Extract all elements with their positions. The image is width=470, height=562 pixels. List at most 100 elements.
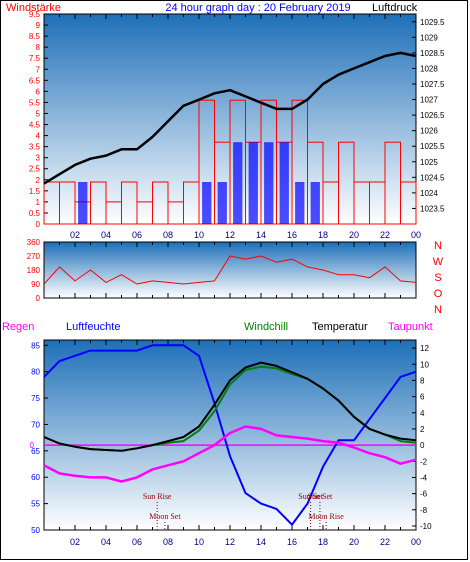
x-tick-label: 00 [411,537,421,547]
y-tick-label-right: -6 [420,490,428,499]
x-tick-label: 14 [256,230,266,240]
x-tick-label: 08 [163,230,173,240]
y-tick-label-left: 50 [31,526,40,535]
wind-max-bar [279,142,289,224]
temp-panel-bg [43,339,417,531]
y-tick-label-right: 8 [420,376,425,385]
y-tick-label-left: 2.5 [29,165,41,174]
y-tick-label-right: -4 [420,473,428,482]
y-tick-label-left: 65 [31,447,40,456]
x-tick-label: 06 [132,537,142,547]
x-tick-label: 22 [380,230,390,240]
dewpoint-line [43,425,417,483]
x-tick-label: 16 [287,537,297,547]
x-tick-label: 22 [380,537,390,547]
x-tick-label: 06 [132,230,142,240]
y-tick-label-left: 0 [36,294,41,303]
y-tick-label-right: 1024 [420,189,438,198]
temperatur-label: Temperatur [312,321,368,333]
event-label: Moon Set [149,512,181,521]
y-tick-label-right: 1025.5 [420,142,445,151]
y-tick-label-right: 1025 [420,158,438,167]
direction-label: O [434,288,443,300]
direction-label: W [433,256,444,268]
y-tick-label-left: 1 [36,198,41,207]
regen-label: Regen [2,321,34,333]
taupunkt-label: Taupunkt [388,321,433,333]
y-tick-label-left: 4 [36,132,41,141]
page-title: 24 hour graph day : 20 February 2019 [165,2,350,14]
x-tick-label: 16 [287,230,297,240]
humidity-line [43,344,417,526]
y-tick-label-left: 9 [36,21,41,30]
y-tick-label-right: 6 [420,393,425,402]
wind-max-bar [233,142,243,224]
header-left-label: Windstärke [6,2,61,14]
luftfeuchte-label: Luftfeuchte [66,321,120,333]
y-tick-label-left: 60 [31,473,40,482]
y-tick-label-right: 1024.5 [420,173,445,182]
event-label: Sun Set [308,492,333,501]
y-tick-label-left: 4.5 [29,121,41,130]
y-tick-label-right: 1026.5 [420,111,445,120]
x-tick-label: 04 [101,230,111,240]
y-tick-label-left: 5.5 [29,98,41,107]
y-tick-label-left: 7 [36,65,41,74]
y-tick-label-left: 3.5 [29,143,41,152]
x-tick-label: 18 [318,230,328,240]
y-tick-label-left: 5 [36,109,41,118]
y-tick-label-left: 55 [31,500,40,509]
header-right-label: Luftdruck [372,2,418,14]
y-tick-label-left: 70 [31,420,40,429]
y-tick-label-right: 2 [420,425,425,434]
wind-max-bar [78,182,88,224]
y-tick-label-left: 90 [31,280,40,289]
y-tick-label-right: 0 [420,441,425,450]
x-tick-label: 12 [225,537,235,547]
x-tick-label: 14 [256,537,266,547]
x-tick-label: 10 [194,537,204,547]
wind-max-bar [264,142,274,224]
wind-max-bar [248,142,258,224]
windchill-label: Windchill [244,321,288,333]
y-tick-label-left: 80 [31,368,40,377]
wind-max-bar [217,182,227,224]
x-tick-label: 02 [70,230,80,240]
y-tick-label-left: 270 [27,252,41,261]
y-tick-label-left: 6 [36,87,41,96]
wind-bar [400,181,417,225]
y-tick-label-left: 180 [27,266,41,275]
x-tick-label: 20 [349,230,359,240]
x-tick-label: 18 [318,537,328,547]
y-tick-label-right: 4 [420,409,425,418]
zero-label: 0 [30,441,35,450]
x-tick-label: 10 [194,230,204,240]
y-tick-label-left: 3 [36,154,41,163]
event-label: Sun Set [298,492,323,501]
y-tick-label-left: 85 [31,341,40,350]
y-tick-label-right: 1027 [420,96,438,105]
y-tick-label-left: 9.5 [29,10,41,19]
y-tick-label-left: 0 [36,220,41,229]
y-tick-label-right: 1023.5 [420,204,445,213]
y-tick-label-right: 1028.5 [420,49,445,58]
y-tick-label-left: 6.5 [29,76,41,85]
y-tick-label-left: 2 [36,176,41,185]
wind-direction-line [43,255,417,285]
temperature-line [43,361,417,452]
x-tick-label: 12 [225,230,235,240]
pressure-line [43,51,417,185]
y-tick-label-left: 8 [36,43,41,52]
event-label: Moon Rise [308,512,344,521]
y-tick-label-right: 1027.5 [420,80,445,89]
direction-label: N [434,240,442,252]
y-tick-label-right: -8 [420,506,428,515]
y-tick-label-left: 75 [31,394,40,403]
y-tick-label-right: 1029.5 [420,18,445,27]
x-tick-label: 00 [411,230,421,240]
direction-label: N [434,304,442,316]
y-tick-label-right: 10 [420,360,429,369]
direction-panel-bg [43,241,417,299]
y-tick-label-left: 8.5 [29,32,41,41]
